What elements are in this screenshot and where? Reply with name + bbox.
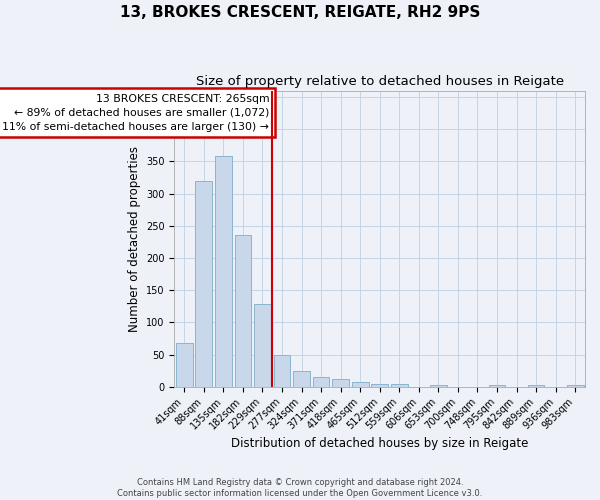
Bar [489, 385, 505, 386]
Bar [196, 180, 212, 386]
Y-axis label: Number of detached properties: Number of detached properties [128, 146, 140, 332]
Bar [371, 384, 388, 386]
Text: 13, BROKES CRESCENT, REIGATE, RH2 9PS: 13, BROKES CRESCENT, REIGATE, RH2 9PS [120, 5, 480, 20]
Bar [430, 385, 446, 386]
Text: Contains HM Land Registry data © Crown copyright and database right 2024.
Contai: Contains HM Land Registry data © Crown c… [118, 478, 482, 498]
X-axis label: Distribution of detached houses by size in Reigate: Distribution of detached houses by size … [231, 437, 529, 450]
Bar [293, 370, 310, 386]
Bar [567, 385, 584, 386]
Bar [332, 379, 349, 386]
Title: Size of property relative to detached houses in Reigate: Size of property relative to detached ho… [196, 75, 564, 88]
Bar [528, 385, 544, 386]
Bar [176, 343, 193, 386]
Bar [235, 236, 251, 386]
Bar [352, 382, 368, 386]
Bar [274, 354, 290, 386]
Bar [254, 304, 271, 386]
Bar [215, 156, 232, 386]
Text: 13 BROKES CRESCENT: 265sqm
← 89% of detached houses are smaller (1,072)
11% of s: 13 BROKES CRESCENT: 265sqm ← 89% of deta… [2, 94, 269, 132]
Bar [391, 384, 407, 386]
Bar [313, 377, 329, 386]
